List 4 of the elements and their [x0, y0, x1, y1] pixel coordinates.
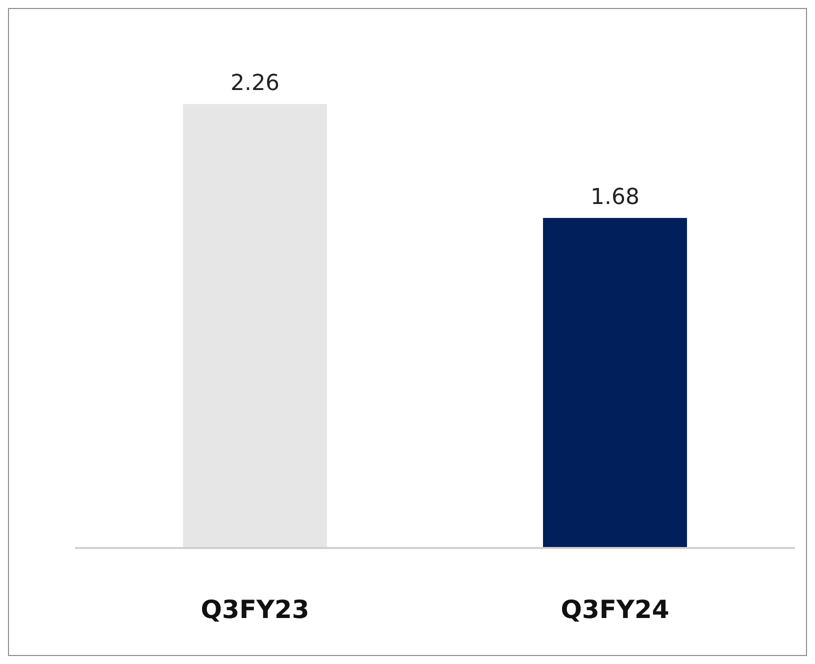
data-label: 1.68 — [590, 184, 640, 210]
x-tick-label: Q3FY23 — [200, 595, 310, 624]
data-label: 2.26 — [230, 71, 280, 96]
x-tick-label: Q3FY24 — [560, 595, 670, 624]
